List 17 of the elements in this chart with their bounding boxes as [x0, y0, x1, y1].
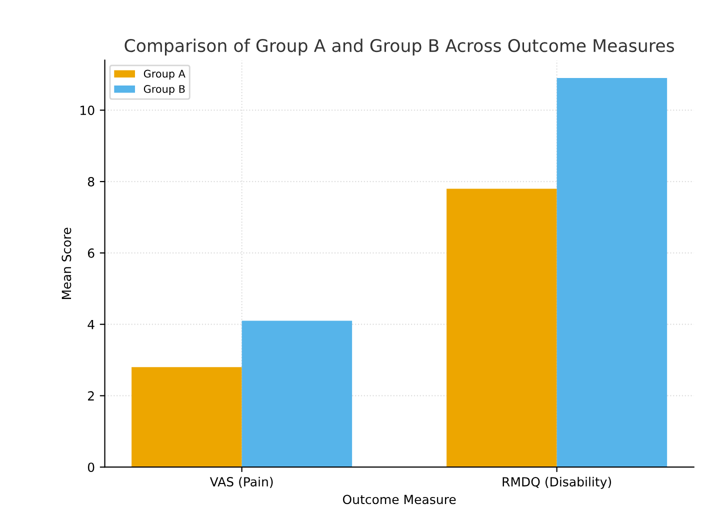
- legend-label: Group B: [144, 85, 185, 95]
- bar: [132, 367, 242, 468]
- x-tick-label: RMDQ (Disability): [502, 476, 612, 489]
- x-tick-label: VAS (Pain): [210, 476, 273, 488]
- bar: [556, 78, 668, 468]
- y-axis-title: Mean Score: [62, 228, 72, 299]
- y-tick-label: 0: [88, 462, 94, 472]
- y-tick-label: 4: [88, 320, 94, 330]
- y-tick-label: 8: [88, 177, 94, 186]
- bar: [242, 320, 352, 468]
- chart-title: Comparison of Group A and Group B Across Outcome Measures: [124, 38, 674, 56]
- y-tick-label: 6: [88, 248, 94, 258]
- y-tick-label: 10: [80, 106, 94, 116]
- bar: [446, 188, 557, 468]
- x-axis-title: Outcome Measure: [342, 494, 456, 504]
- y-tick-label: 2: [88, 391, 94, 400]
- legend-label: Group A: [144, 70, 186, 80]
